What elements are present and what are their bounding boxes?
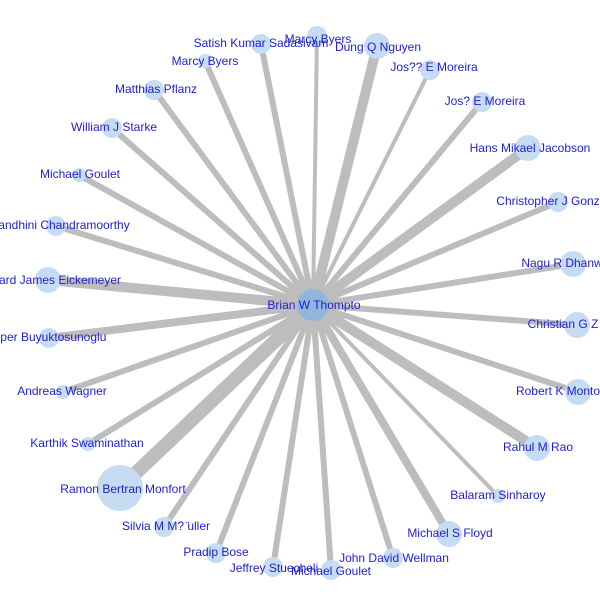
author-label: Christopher J Gonz bbox=[496, 194, 599, 208]
edge bbox=[270, 304, 316, 568]
author-label: Christian G Z bbox=[528, 317, 599, 331]
author-node[interactable] bbox=[154, 517, 174, 537]
author-node[interactable] bbox=[491, 489, 505, 503]
author-label: Pradip Bose bbox=[183, 545, 249, 559]
author-node[interactable] bbox=[46, 216, 66, 236]
edge bbox=[110, 125, 315, 308]
author-label: Karthik Swaminathan bbox=[30, 436, 143, 450]
author-node[interactable] bbox=[383, 548, 403, 568]
author-label: Ramon Bertran Monfort bbox=[60, 482, 186, 496]
author-node[interactable] bbox=[97, 465, 143, 511]
author-label: lper Buyuktosunoglu bbox=[0, 330, 106, 344]
author-node[interactable] bbox=[307, 26, 327, 46]
edge bbox=[86, 302, 315, 447]
author-label: William J Starke bbox=[71, 120, 157, 134]
author-label: Satish Kumar Sadasivam bbox=[194, 36, 329, 50]
author-label: Michael Goulet bbox=[40, 167, 121, 181]
author-label: Marcy Byers bbox=[285, 32, 352, 46]
edge bbox=[48, 301, 314, 342]
edge bbox=[213, 303, 316, 555]
author-node[interactable] bbox=[364, 33, 390, 59]
author-node[interactable] bbox=[198, 54, 212, 68]
edge bbox=[47, 275, 314, 310]
edge bbox=[77, 172, 315, 308]
edge bbox=[312, 261, 574, 308]
edge bbox=[312, 302, 579, 395]
edge bbox=[310, 143, 531, 310]
author-node[interactable] bbox=[102, 118, 122, 138]
author-node[interactable] bbox=[321, 560, 341, 580]
author-label: John David Wellman bbox=[339, 551, 449, 565]
author-node[interactable] bbox=[35, 267, 61, 293]
edge bbox=[311, 303, 500, 498]
author-node[interactable] bbox=[144, 80, 164, 100]
author-label: Jeffrey Stuecheli bbox=[230, 561, 319, 575]
author-label: Nagu R Dhanw bbox=[521, 256, 600, 270]
author-label: Michael S Floyd bbox=[407, 526, 492, 540]
author-label: Marcy Byers bbox=[172, 54, 239, 68]
author-label: Jos?? E Moreira bbox=[390, 60, 478, 74]
author-label: ard James Eickemeyer bbox=[0, 273, 121, 287]
author-node[interactable] bbox=[39, 328, 59, 348]
author-node[interactable] bbox=[263, 557, 283, 577]
edge bbox=[311, 35, 319, 306]
author-label: andhini Chandramoorthy bbox=[0, 218, 130, 232]
edge bbox=[308, 44, 382, 307]
author-node[interactable] bbox=[524, 435, 550, 461]
author-node[interactable] bbox=[81, 437, 95, 451]
author-label: Rahul M Rao bbox=[503, 440, 573, 454]
author-node[interactable] bbox=[515, 135, 541, 161]
author-label: Robert K Monto bbox=[516, 384, 600, 398]
edge bbox=[202, 59, 316, 307]
author-node[interactable] bbox=[72, 168, 86, 182]
author-label: Dung Q Nguyen bbox=[335, 40, 421, 54]
author-node[interactable] bbox=[560, 251, 586, 277]
edge-layer bbox=[47, 35, 579, 571]
edge bbox=[311, 199, 560, 308]
edge bbox=[312, 302, 578, 328]
edge bbox=[310, 100, 485, 307]
edge bbox=[310, 304, 334, 571]
edge bbox=[62, 302, 314, 395]
author-node[interactable] bbox=[564, 312, 590, 338]
center-author-label: Brian W Thompto bbox=[267, 298, 360, 312]
edge bbox=[310, 300, 540, 453]
author-node[interactable] bbox=[565, 379, 591, 405]
author-node[interactable] bbox=[420, 60, 440, 80]
node-layer bbox=[35, 26, 591, 580]
author-node[interactable] bbox=[548, 192, 568, 212]
author-node[interactable] bbox=[251, 34, 271, 54]
edge bbox=[55, 223, 314, 308]
author-label: Balaram Sinharoy bbox=[450, 488, 545, 502]
author-node[interactable] bbox=[56, 385, 70, 399]
center-author-node[interactable] bbox=[297, 289, 329, 321]
author-label: Jos? E Moreira bbox=[445, 94, 526, 108]
edge bbox=[161, 303, 316, 529]
edge bbox=[310, 304, 396, 559]
edge bbox=[311, 69, 432, 306]
edge bbox=[115, 299, 318, 494]
author-node[interactable] bbox=[436, 521, 462, 547]
edge bbox=[309, 302, 453, 537]
author-label: Andreas Wagner bbox=[17, 384, 107, 398]
edge bbox=[151, 88, 316, 307]
author-label: Michael Goulet bbox=[291, 564, 372, 578]
edge bbox=[258, 43, 316, 306]
author-node[interactable] bbox=[472, 92, 492, 112]
author-node[interactable] bbox=[206, 543, 226, 563]
author-label: Matthias Pflanz bbox=[115, 82, 197, 96]
author-label: Hans Mikael Jacobson bbox=[470, 141, 591, 155]
author-label: Silvia M M? ̈uller bbox=[122, 519, 210, 533]
